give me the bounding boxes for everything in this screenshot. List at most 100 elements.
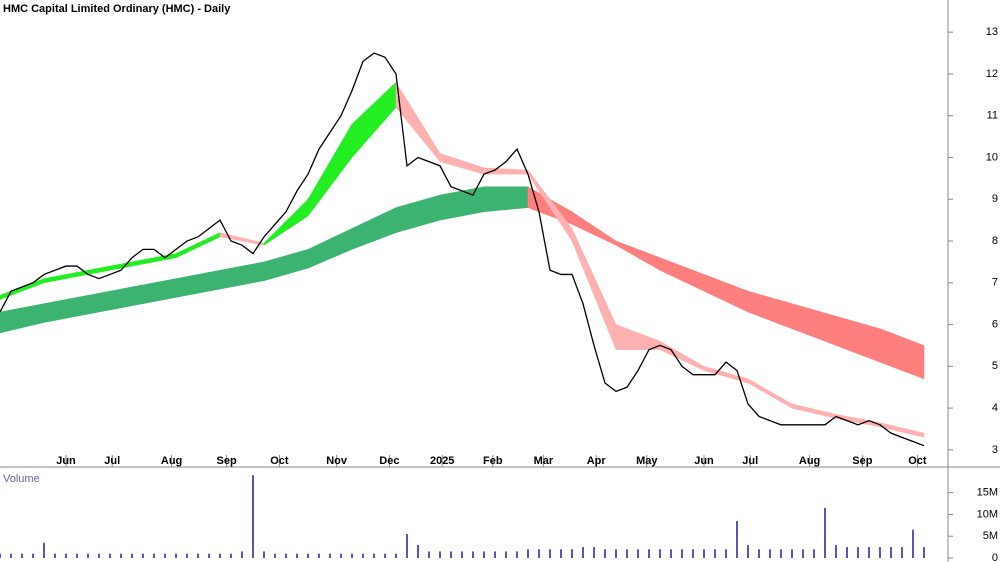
volume-bar: [131, 553, 133, 558]
volume-bar: [241, 551, 243, 558]
x-tick-label: Aug: [161, 455, 182, 467]
x-tick-label: May: [636, 455, 658, 467]
ribbon-segment: [395, 81, 441, 163]
volume-bar: [384, 553, 386, 558]
price-line: [0, 52, 925, 447]
volume-bar: [780, 549, 782, 558]
ribbon-segment: [351, 81, 397, 159]
y-tick-label: 12: [986, 68, 998, 80]
ribbon-segment: [571, 211, 617, 246]
volume-bar: [527, 549, 529, 558]
volume-bar: [21, 553, 23, 558]
chart-title: HMC Capital Limited Ordinary (HMC) - Dai…: [3, 3, 231, 15]
volume-bar: [824, 507, 826, 558]
volume-bar: [0, 553, 1, 558]
volume-bar: [428, 551, 430, 558]
ribbon-segment: [87, 286, 133, 315]
y-tick-label: 11: [987, 110, 998, 122]
ribbon-segment: [439, 152, 485, 175]
volume-bar: [626, 549, 628, 558]
y-tick-label: 15M: [977, 487, 998, 499]
volume-title: Volume: [3, 473, 40, 485]
x-tick-label: Oct: [270, 455, 289, 467]
ribbon-segment: [615, 324, 661, 350]
ribbon-segment: [175, 269, 221, 298]
volume-bar: [714, 549, 716, 558]
y-tick-label: 8: [992, 235, 998, 247]
x-tick-label: Sep: [217, 455, 237, 467]
volume-bar: [450, 551, 452, 558]
volume-bar: [219, 553, 221, 558]
ribbon-segment: [0, 278, 45, 300]
y-tick-label: 0: [992, 552, 998, 562]
volume-bar: [582, 547, 584, 558]
volume-bar: [802, 549, 804, 558]
volume-bar: [43, 542, 45, 558]
x-tick-label: Jul: [742, 455, 758, 467]
y-tick-label: 6: [992, 318, 998, 330]
y-tick-label: 13: [986, 26, 998, 38]
volume-bar: [483, 551, 485, 558]
volume-bar: [142, 553, 144, 558]
y-tick-label: 10M: [977, 508, 998, 520]
volume-bar: [263, 551, 265, 558]
volume-bar: [703, 549, 705, 558]
volume-bar: [560, 549, 562, 558]
volume-bar: [758, 549, 760, 558]
volume-bar: [879, 547, 881, 558]
x-tick-label: Feb: [483, 455, 503, 467]
volume-bar: [164, 553, 166, 558]
volume-bar: [736, 520, 738, 558]
ribbon-segment: [43, 295, 89, 323]
volume-bar: [593, 547, 595, 558]
volume-bar: [109, 553, 111, 558]
ribbon-segment: [351, 207, 397, 250]
ribbon-segment: [747, 290, 793, 330]
y-tick-label: 4: [992, 402, 998, 414]
volume-bar: [340, 553, 342, 558]
volume-bar: [604, 549, 606, 558]
volume-bar: [417, 544, 419, 558]
volume-bar: [505, 551, 507, 558]
x-tick-label: Sep: [852, 455, 872, 467]
x-tick-label: Jun: [56, 455, 76, 467]
x-tick-label: Apr: [587, 455, 607, 467]
x-tick-label: Aug: [799, 455, 820, 467]
volume-bar: [197, 553, 199, 558]
ribbon-segment: [747, 378, 793, 409]
volume-bar: [307, 553, 309, 558]
volume-bar: [813, 549, 815, 558]
ribbon-segment: [571, 228, 617, 350]
volume-bar: [846, 547, 848, 558]
volume-bar: [76, 553, 78, 558]
volume-bar: [923, 547, 925, 558]
volume-bar: [32, 553, 34, 558]
volume-bar: [615, 549, 617, 558]
x-tick-label: Oct: [908, 455, 927, 467]
volume-bar: [890, 547, 892, 558]
volume-bar: [10, 553, 12, 558]
volume-bar: [659, 549, 661, 558]
ribbon-segment: [879, 328, 925, 380]
volume-bar: [648, 549, 650, 558]
volume-bar: [373, 553, 375, 558]
volume-bar: [538, 549, 540, 558]
x-tick-label: 2025: [430, 455, 454, 467]
volume-bar: [65, 553, 67, 558]
volume-bar: [175, 553, 177, 558]
volume-bar: [329, 553, 331, 558]
ribbon-segment: [703, 274, 749, 313]
volume-bar: [857, 547, 859, 558]
ribbon-segment: [659, 257, 705, 292]
volume-bar: [120, 553, 122, 558]
y-tick-label: 3: [992, 444, 998, 456]
volume-bar: [285, 553, 287, 558]
volume-bar: [208, 553, 210, 558]
y-tick-label: 5M: [983, 530, 998, 542]
ribbon-segment: [307, 123, 353, 217]
volume-bar: [461, 551, 463, 558]
volume-bar: [351, 553, 353, 558]
volume-bar: [901, 547, 903, 558]
volume-bar: [274, 553, 276, 558]
